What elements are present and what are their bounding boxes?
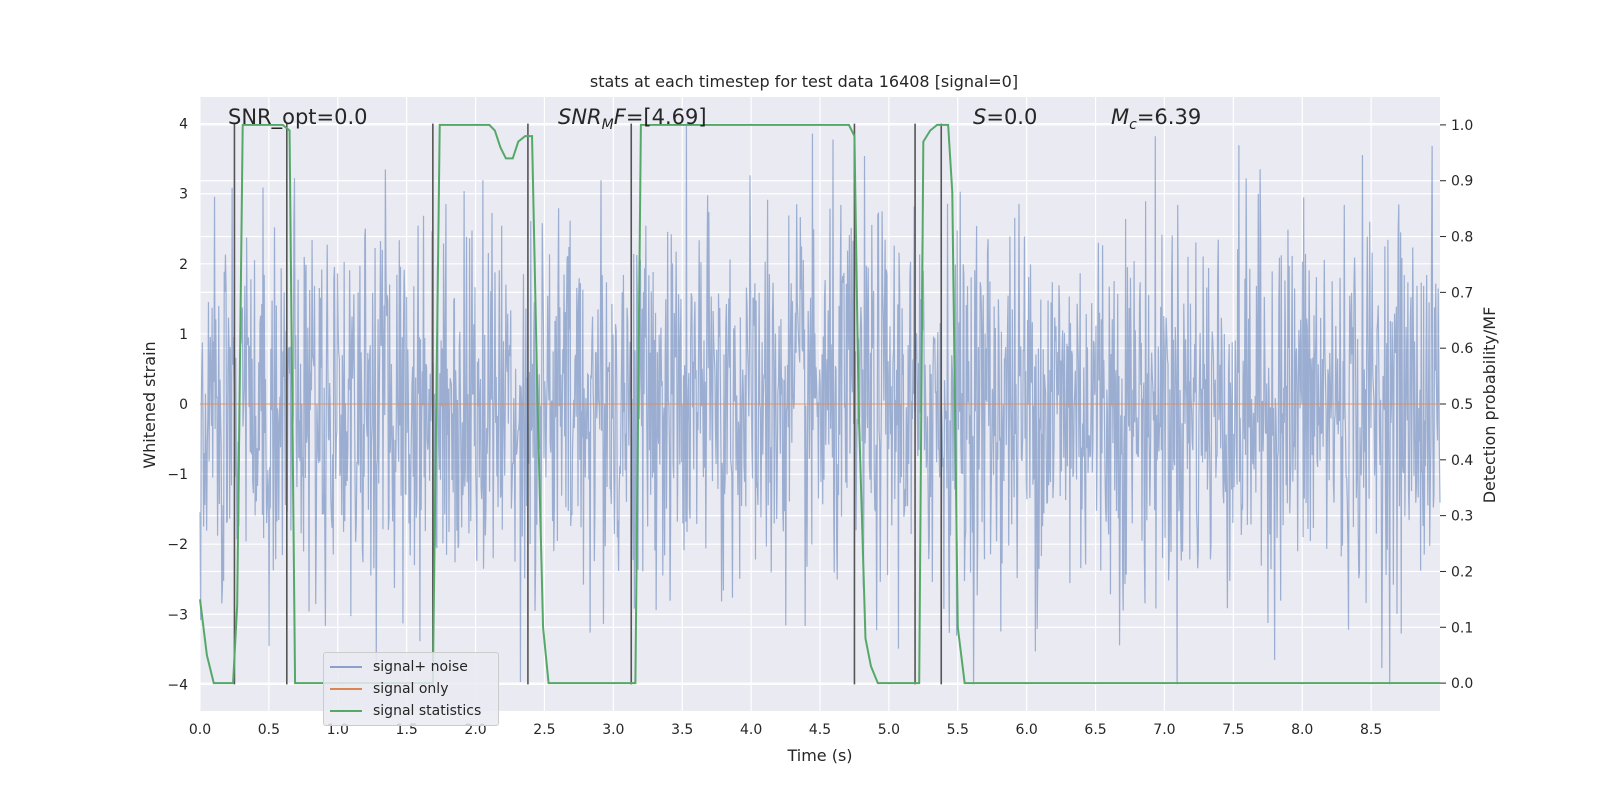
y-left-tick-label: −1	[167, 467, 188, 483]
annotation-snr-opt: SNR_opt=0.0	[228, 105, 368, 130]
x-tick-label: 0.5	[258, 722, 280, 738]
signal-statistics-line	[199, 123, 1440, 685]
x-tick-label: 7.5	[1222, 722, 1244, 738]
y-left-tick-label: 0	[179, 397, 188, 413]
x-tick-label: 5.0	[878, 722, 900, 738]
x-tick-label: 2.5	[533, 722, 555, 738]
y-right-tick-label: 1.0	[1451, 118, 1473, 134]
x-tick-label: 6.5	[1084, 722, 1106, 738]
y-left-tick-labels: 4 3 2 1 0 −1 −2 −3 −4	[167, 117, 188, 694]
x-tick-label: 5.5	[947, 722, 969, 738]
vertical-markers	[233, 123, 943, 685]
x-tick-label: 4.5	[809, 722, 831, 738]
annotation-s-value: =0.0	[986, 105, 1037, 129]
y-axis-label-right: Detection probability/MF	[1480, 307, 1499, 504]
x-tick-label: 2.0	[464, 722, 486, 738]
annotation-snr-mf-value: =[4.69]	[626, 105, 707, 129]
x-tick-label: 3.5	[671, 722, 693, 738]
x-tick-label: 4.0	[740, 722, 762, 738]
legend-item-signal-noise: signal+ noise	[330, 656, 468, 678]
plot-area	[199, 97, 1441, 711]
y-right-tick-label: 0.8	[1451, 230, 1473, 246]
y-left-tick-label: 2	[179, 257, 188, 273]
y-left-tick-label: 4	[179, 117, 188, 133]
y-right-tick-label: 0.9	[1451, 174, 1473, 190]
x-tick-label: 7.0	[1153, 722, 1175, 738]
legend-item-signal-statistics: signal statistics	[330, 700, 481, 722]
annotation-mc: Mc=6.39	[1111, 105, 1201, 133]
x-tick-label: 8.5	[1360, 722, 1382, 738]
y-right-tick-label: 0.0	[1451, 676, 1473, 692]
x-tick-label: 1.5	[396, 722, 418, 738]
x-tick-label: 3.0	[602, 722, 624, 738]
y-right-tick-label: 0.3	[1451, 509, 1473, 525]
y-right-tick-label: 0.2	[1451, 564, 1473, 580]
y-left-tick-label: 1	[179, 327, 188, 343]
x-tick-label: 8.0	[1291, 722, 1313, 738]
y-right-tick-label: 0.7	[1451, 285, 1473, 301]
signal-statistics-series	[199, 123, 1440, 685]
y-right-tick-labels: 1.0 0.9 0.8 0.7 0.6 0.5 0.4 0.3 0.2 0.1 0.0	[1440, 118, 1473, 692]
annotation-snr-mf: SNRMF=[4.69]	[558, 105, 707, 133]
x-tick-label: 0.0	[189, 722, 211, 738]
legend-label-signal-statistics: signal statistics	[373, 703, 482, 719]
y-left-tick-label: −3	[167, 607, 188, 623]
y-left-tick-label: 3	[179, 187, 188, 203]
legend-label-signal-noise: signal+ noise	[373, 659, 468, 675]
legend-swatch-signal-statistics	[330, 710, 362, 712]
y-right-tick-label: 0.5	[1451, 397, 1473, 413]
x-tick-label: 6.0	[1016, 722, 1038, 738]
signal-noise-line	[199, 123, 1441, 685]
legend-label-signal-only: signal only	[373, 681, 449, 697]
y-right-tick-label: 0.6	[1451, 341, 1473, 357]
y-axis-label-left: Whitened strain	[140, 341, 159, 468]
x-axis-label: Time (s)	[786, 746, 852, 765]
x-tick-label: 1.0	[327, 722, 349, 738]
legend: signal+ noise signal only signal statist…	[323, 652, 499, 726]
chart-title: stats at each timestep for test data 164…	[590, 72, 1018, 91]
legend-swatch-signal-noise	[330, 666, 362, 668]
y-left-tick-label: −2	[167, 537, 188, 553]
signal-noise-series	[199, 123, 1441, 685]
legend-item-signal-only: signal only	[330, 678, 448, 700]
annotation-mc-value: =6.39	[1137, 105, 1201, 129]
y-right-tick-label: 0.1	[1451, 620, 1473, 636]
legend-swatch-signal-only	[330, 688, 362, 690]
y-left-tick-label: −4	[167, 677, 188, 693]
annotations: SNR_opt=0.0 SNRMF=[4.69] S=0.0 Mc=6.39	[228, 105, 1201, 133]
annotation-s: S=0.0	[973, 105, 1037, 129]
y-right-tick-label: 0.4	[1451, 453, 1473, 469]
x-tick-labels: 0.0 0.5 1.0 1.5 2.0 2.5 3.0 3.5 4.0 4.5 5.0 5.5 6.0 6…	[189, 722, 1382, 738]
